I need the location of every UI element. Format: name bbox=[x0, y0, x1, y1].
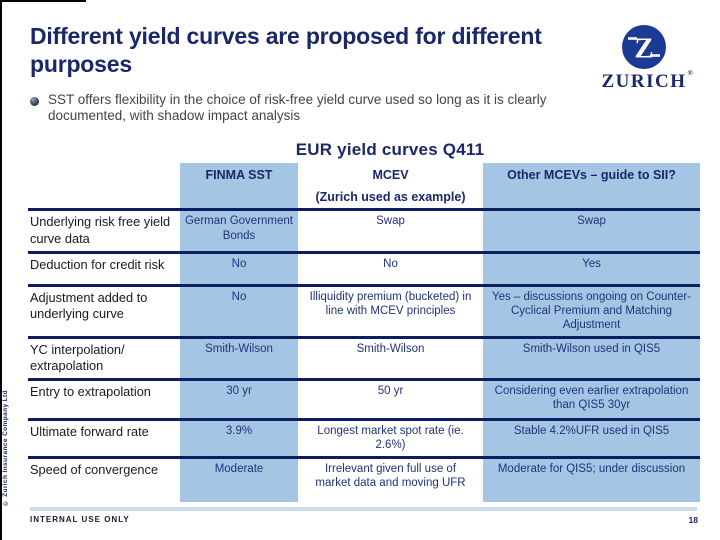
classification-label: INTERNAL USE ONLY bbox=[30, 515, 130, 524]
other-mcevs-cell: Considering even earlier extrapolation t… bbox=[483, 380, 700, 418]
yield-curve-table: FINMA SST MCEV (Zurich used as example) … bbox=[28, 163, 700, 502]
row-label: Ultimate forward rate bbox=[30, 423, 149, 439]
bullet-point: SST offers flexibility in the choice of … bbox=[30, 92, 550, 125]
registered-mark: ® bbox=[687, 69, 695, 77]
other-mcevs-cell: Yes bbox=[483, 253, 700, 284]
mcev-cell: Irrelevant given full use of market data… bbox=[315, 462, 466, 489]
bullet-text: SST offers flexibility in the choice of … bbox=[48, 92, 547, 124]
zurich-wordmark: ZURICH ® bbox=[601, 69, 695, 92]
finma-sst-cell: No bbox=[180, 286, 298, 336]
finma-sst-cell: No bbox=[180, 253, 298, 284]
table-row: Adjustment added to underlying curve No … bbox=[28, 283, 700, 336]
mcev-cell: Smith-Wilson bbox=[356, 342, 425, 355]
mcev-cell: 50 yr bbox=[377, 384, 404, 397]
table-row: Speed of convergence Moderate Irrelevant… bbox=[28, 455, 700, 502]
row-label: Adjustment added to underlying curve bbox=[30, 289, 148, 322]
table-header-row: FINMA SST MCEV (Zurich used as example) … bbox=[28, 163, 700, 209]
row-label: Underlying risk free yield curve data bbox=[30, 214, 171, 246]
zurich-monogram-icon: Z bbox=[622, 25, 666, 69]
header-mcev: MCEV (Zurich used as example) bbox=[302, 163, 479, 208]
other-mcevs-cell: Swap bbox=[483, 211, 700, 251]
row-label: YC interpolation/ extrapolation bbox=[30, 341, 125, 374]
other-mcevs-cell: Yes – discussions ongoing on Counter-Cyc… bbox=[483, 286, 700, 336]
row-label: Deduction for credit risk bbox=[30, 256, 165, 272]
screenshot-left-edge bbox=[0, 0, 2, 540]
mcev-cell: No bbox=[383, 257, 398, 270]
row-label: Speed of convergence bbox=[30, 461, 159, 477]
table-row: Deduction for credit risk No No Yes bbox=[28, 250, 700, 284]
header-mcev-subtitle: (Zurich used as example) bbox=[315, 189, 466, 204]
table-row: Entry to extrapolation 30 yr 50 yr Consi… bbox=[28, 377, 700, 418]
other-mcevs-cell: Smith-Wilson used in QIS5 bbox=[483, 338, 700, 378]
table-row: Ultimate forward rate 3.9% Longest marke… bbox=[28, 417, 700, 456]
other-mcevs-cell: Moderate for QIS5; under discussion bbox=[483, 458, 700, 502]
finma-sst-cell: 3.9% bbox=[180, 420, 298, 456]
finma-sst-cell: 30 yr bbox=[180, 380, 298, 418]
screenshot-top-edge bbox=[0, 0, 86, 2]
finma-sst-cell: Smith-Wilson bbox=[180, 338, 298, 378]
mcev-cell: Longest market spot rate (ie. 2.6%) bbox=[317, 424, 464, 452]
finma-sst-cell: Moderate bbox=[180, 458, 298, 502]
page-number: 18 bbox=[688, 515, 698, 525]
table-row: Underlying risk free yield curve data Ge… bbox=[28, 208, 700, 251]
bullet-icon bbox=[30, 97, 39, 106]
table-row: YC interpolation/ extrapolation Smith-Wi… bbox=[28, 335, 700, 378]
footer-divider bbox=[30, 507, 697, 511]
finma-sst-cell: German Government Bonds bbox=[180, 211, 298, 251]
other-mcevs-cell: Stable 4.2%UFR used in QIS5 bbox=[483, 420, 700, 456]
copyright-vertical-text: © Zurich Insurance Company Ltd bbox=[2, 390, 9, 507]
mcev-cell: Swap bbox=[376, 215, 405, 228]
row-label: Entry to extrapolation bbox=[30, 383, 151, 399]
zurich-logo: Z ZURICH ® bbox=[598, 24, 695, 93]
mcev-cell: Illiquidity premium (bucketed) in line w… bbox=[309, 290, 472, 317]
svg-text:Z: Z bbox=[634, 33, 653, 65]
page-title: Different yield curves are proposed for … bbox=[30, 23, 542, 78]
header-finma-sst: FINMA SST bbox=[180, 163, 298, 209]
header-spacer-cell bbox=[28, 163, 176, 208]
header-other-mcevs: Other MCEVs – guide to SII? bbox=[483, 163, 700, 209]
table-title: EUR yield curves Q411 bbox=[295, 140, 485, 159]
